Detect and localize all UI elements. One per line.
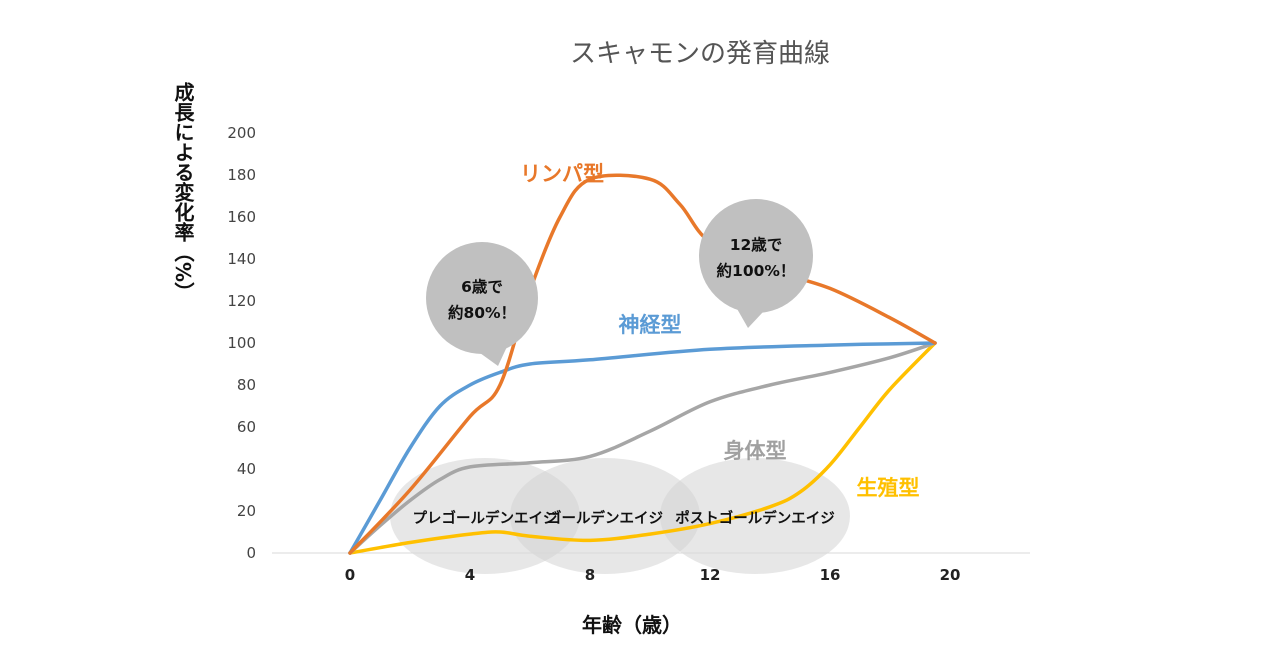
callout-text: 約80%！	[448, 303, 516, 322]
series-line-reproductive	[348, 341, 937, 555]
phase-label: ポストゴールデンエイジ	[675, 509, 835, 527]
series-label-general: 身体型	[724, 439, 787, 463]
x-tick-label: 16	[820, 566, 841, 584]
series-label-reproductive: 生殖型	[857, 476, 920, 500]
x-tick-label: 20	[940, 566, 961, 584]
chart-title: スキャモンの発育曲線	[570, 39, 830, 69]
callout-text: 6歳で	[461, 277, 503, 296]
y-tick-label: 200	[227, 124, 256, 142]
callout-text: 約100%！	[717, 261, 796, 280]
series-label-neural: 神経型	[619, 313, 682, 337]
phase-ellipse-1	[510, 458, 700, 574]
y-tick-label: 60	[237, 418, 256, 436]
series-label-lymph: リンパ型	[520, 162, 604, 186]
y-tick-label: 100	[227, 334, 256, 352]
x-axis-title: 年齢（歳）	[582, 613, 682, 637]
y-tick-label: 20	[237, 502, 256, 520]
phase-ellipse-2	[660, 458, 850, 574]
callout-circle	[426, 242, 538, 354]
y-tick-label: 140	[227, 250, 256, 268]
series-line-general	[348, 341, 937, 555]
y-axis-title: 成長による変化率（%）	[171, 81, 195, 302]
phase-label: プレゴールデンエイジ	[413, 509, 558, 527]
x-tick-label: 12	[700, 566, 721, 584]
y-tick-label: 80	[237, 376, 256, 394]
x-tick-label: 8	[585, 566, 595, 584]
series-line-lymph	[348, 173, 937, 555]
y-tick-label: 180	[227, 166, 256, 184]
y-tick-label: 160	[227, 208, 256, 226]
callout-text: 12歳で	[730, 235, 783, 254]
y-tick-label: 40	[237, 460, 256, 478]
callout-tail	[462, 336, 512, 366]
y-tick-label: 120	[227, 292, 256, 310]
x-tick-label: 4	[465, 566, 475, 584]
series-lines	[348, 173, 937, 555]
y-axis: 0 20 40 60 80 100 120 140 160 180 200	[227, 124, 256, 562]
x-tick-label: 0	[345, 566, 355, 584]
phase-ellipses	[390, 458, 850, 574]
phase-label: ゴールデンエイジ	[547, 509, 663, 527]
y-tick-label: 0	[246, 544, 256, 562]
callout-circle	[699, 199, 813, 313]
callout-tail	[732, 296, 778, 328]
series-line-neural	[348, 341, 937, 555]
x-axis: 0 4 8 12 16 20	[272, 552, 1030, 584]
